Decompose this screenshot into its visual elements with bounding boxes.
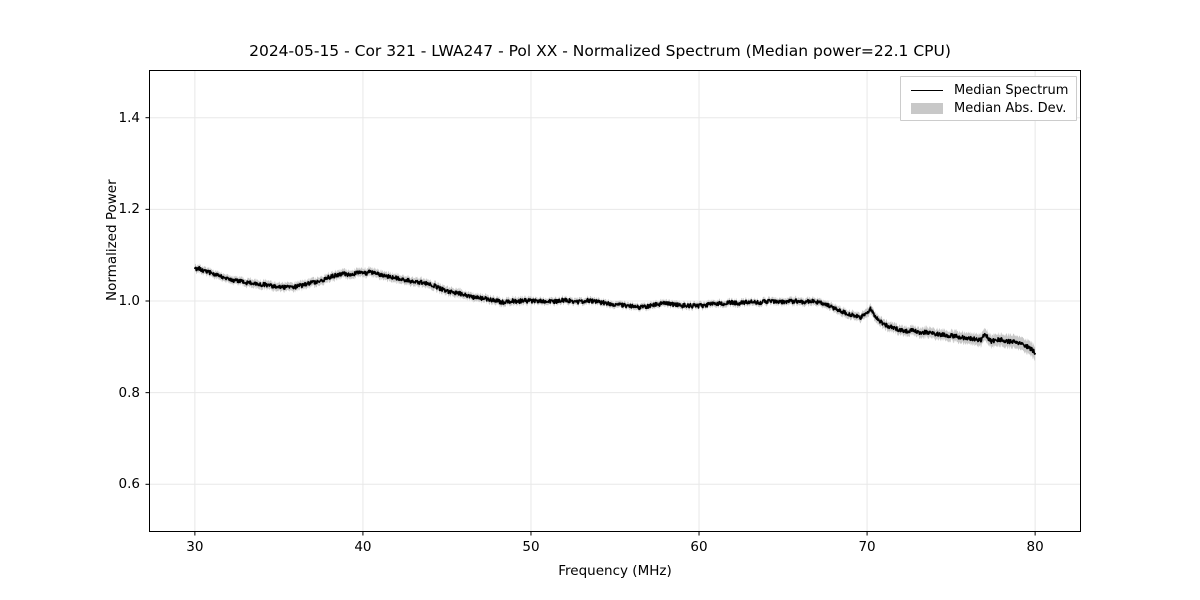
median-abs-dev-band <box>194 263 1036 361</box>
x-tick-label: 50 <box>522 539 540 555</box>
x-axis-label: Frequency (MHz) <box>558 563 672 579</box>
legend-label-median-abs-dev: Median Abs. Dev. <box>954 100 1067 116</box>
legend-label-median-spectrum: Median Spectrum <box>954 82 1069 98</box>
x-tick-label: 60 <box>690 539 708 555</box>
x-tick-label: 70 <box>858 539 876 555</box>
legend-band-swatch <box>907 102 947 114</box>
x-tick-label: 80 <box>1026 539 1044 555</box>
y-tick-label: 0.6 <box>118 476 140 493</box>
axis-ticks <box>145 117 1036 536</box>
legend-entry-median-abs-dev[interactable]: Median Abs. Dev. <box>907 99 1070 117</box>
y-tick-label: 1.0 <box>118 293 140 309</box>
x-tick-label: 30 <box>186 539 204 555</box>
y-tick-label: 0.8 <box>118 384 140 401</box>
chart-title: 2024-05-15 - Cor 321 - LWA247 - Pol XX -… <box>249 42 951 60</box>
y-tick-label: 1.4 <box>118 109 140 126</box>
legend[interactable]: Median Spectrum Median Abs. Dev. <box>900 76 1077 121</box>
legend-entry-median-spectrum[interactable]: Median Spectrum <box>907 81 1070 99</box>
y-axis-label: Normalized Power <box>104 179 120 301</box>
x-tick-label: 40 <box>354 539 372 555</box>
y-tick-label: 1.2 <box>118 201 140 218</box>
median-spectrum-line <box>194 265 1036 355</box>
legend-line-swatch <box>907 89 947 91</box>
gridlines <box>149 70 1081 532</box>
plot-frame <box>149 70 1081 532</box>
